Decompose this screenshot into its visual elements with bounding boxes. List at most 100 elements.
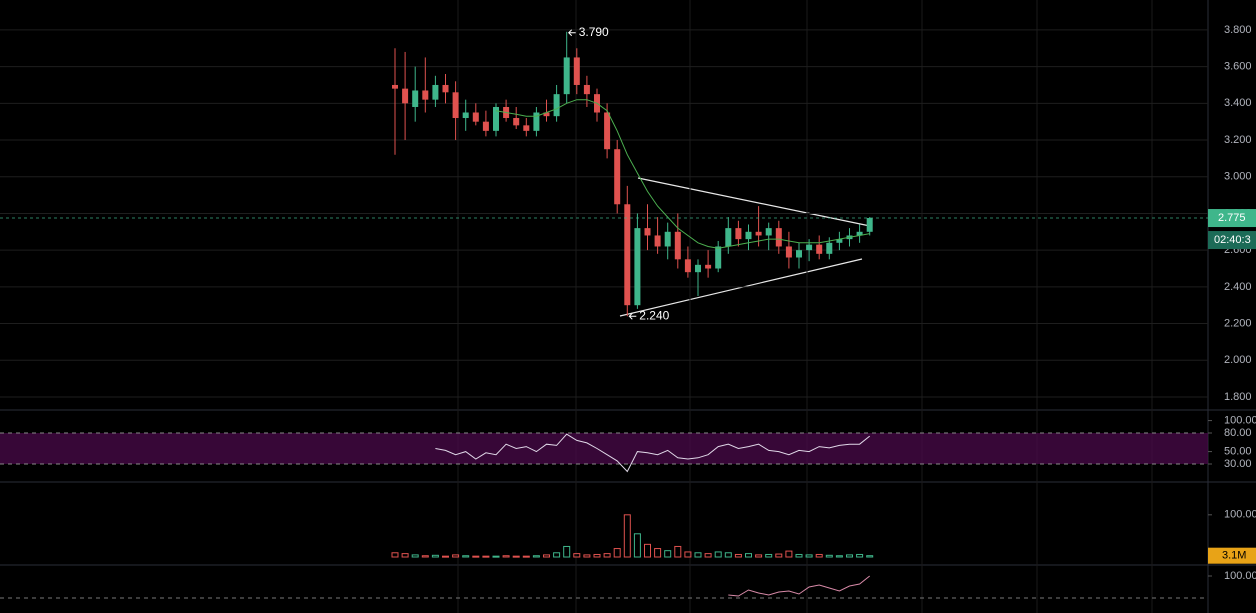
countdown-box [1208, 231, 1256, 250]
volume-bar [674, 545, 682, 558]
volume-bar [411, 554, 419, 558]
volume-bar [815, 553, 823, 558]
candle-body [523, 125, 530, 131]
volume-bar [553, 552, 561, 558]
volume-bar [785, 550, 793, 558]
candle-body [684, 259, 691, 273]
candle-body [624, 204, 631, 306]
volume-bar [775, 553, 783, 558]
trendline-upper[interactable] [637, 177, 871, 227]
candle-body [826, 242, 833, 254]
volume-bar [563, 545, 571, 558]
y-tick-label: 2.600 [1224, 244, 1252, 256]
volume-bar [765, 553, 773, 558]
y-tick-label: 1.800 [1224, 391, 1252, 403]
candle-body [775, 228, 782, 247]
volume-bar [442, 555, 449, 558]
annotation-arrow [567, 29, 576, 37]
candle-body [402, 88, 409, 104]
volume-bar [856, 553, 864, 558]
y-tick-label: 2.200 [1224, 317, 1252, 329]
candle-body [553, 94, 560, 117]
candle-body [705, 264, 712, 269]
volume-bar [734, 553, 742, 558]
indicator-line [435, 433, 871, 473]
pane: 3.8003.6003.4003.2003.0002.8002.6002.400… [0, 24, 1256, 403]
candle-body [462, 112, 469, 119]
y-tick-label: 2.000 [1224, 354, 1252, 366]
indicator-line [728, 575, 871, 597]
volume-bar [502, 555, 510, 558]
trendline-lower[interactable] [619, 258, 863, 317]
moving-average [495, 99, 870, 249]
last-price-label: 2.775 [1218, 212, 1246, 224]
candle-body [806, 244, 813, 251]
volume-bar [391, 552, 399, 558]
volume-bar [431, 554, 439, 558]
volume-bar [603, 553, 611, 558]
volume-bar [613, 548, 621, 558]
candle-body [482, 121, 489, 131]
candle-body [392, 84, 398, 89]
volume-bar [805, 554, 813, 558]
candle-body [533, 112, 540, 131]
pane: 100.00M 3.1M [391, 509, 1256, 564]
y-tick-label: 3.400 [1224, 97, 1252, 109]
candle-body [735, 228, 742, 240]
y-tick-label: 3.600 [1224, 61, 1252, 73]
volume-bar [573, 553, 581, 558]
y-tick-label: 3.200 [1224, 134, 1252, 146]
y-tick-label: 100.00M [1224, 509, 1256, 521]
volume-bar [593, 553, 601, 558]
candle-body [583, 84, 590, 95]
candle-body [765, 228, 772, 236]
annotation-label: 2.240 [639, 308, 669, 322]
candle-body [452, 92, 459, 119]
volume-bar [654, 548, 662, 558]
rsi-band [0, 432, 1208, 465]
candle-body [604, 112, 611, 150]
volume-bar [846, 554, 853, 558]
y-tick-label: 3.800 [1224, 24, 1252, 36]
y-tick-label: 30.00 [1224, 458, 1252, 470]
candle-body [715, 246, 722, 269]
candle-body [614, 149, 621, 205]
volume-bar [543, 554, 550, 558]
candle-body [654, 235, 661, 247]
y-tick-label: 50.00 [1224, 446, 1252, 458]
volume-bar [421, 555, 429, 558]
y-tick-label: 80.00 [1224, 427, 1252, 439]
candle-body [472, 112, 479, 122]
candle-body [866, 218, 873, 232]
y-tick-label: 100.00 [1224, 570, 1256, 582]
candle-body [563, 57, 570, 95]
last-price-box [1208, 209, 1256, 228]
volume-bar [835, 555, 843, 558]
volume-bar [512, 555, 520, 558]
candle-body [493, 106, 499, 131]
annotation-arrow [628, 312, 637, 320]
candle-body [513, 118, 520, 126]
volume-bar [482, 555, 490, 558]
candle-body [644, 228, 651, 236]
candle-body [816, 244, 823, 254]
candle-body [745, 231, 752, 240]
candle-body [796, 250, 802, 258]
volume-bar [825, 554, 833, 558]
candle-body [695, 264, 701, 273]
y-tick-label: 100.00 [1224, 414, 1256, 426]
candle-body [755, 231, 762, 236]
countdown-label: 02:40:3 [1214, 234, 1251, 246]
candle-body [674, 231, 681, 260]
volume-bar [664, 550, 672, 558]
y-tick-label: 2.400 [1224, 281, 1252, 293]
candle-body [725, 228, 732, 247]
candle-body [785, 246, 792, 258]
volume-bar [644, 543, 651, 558]
volume-bar [522, 555, 530, 558]
last-volume-box [1208, 547, 1256, 564]
candle-body [634, 228, 641, 306]
volume-bar [532, 555, 540, 558]
